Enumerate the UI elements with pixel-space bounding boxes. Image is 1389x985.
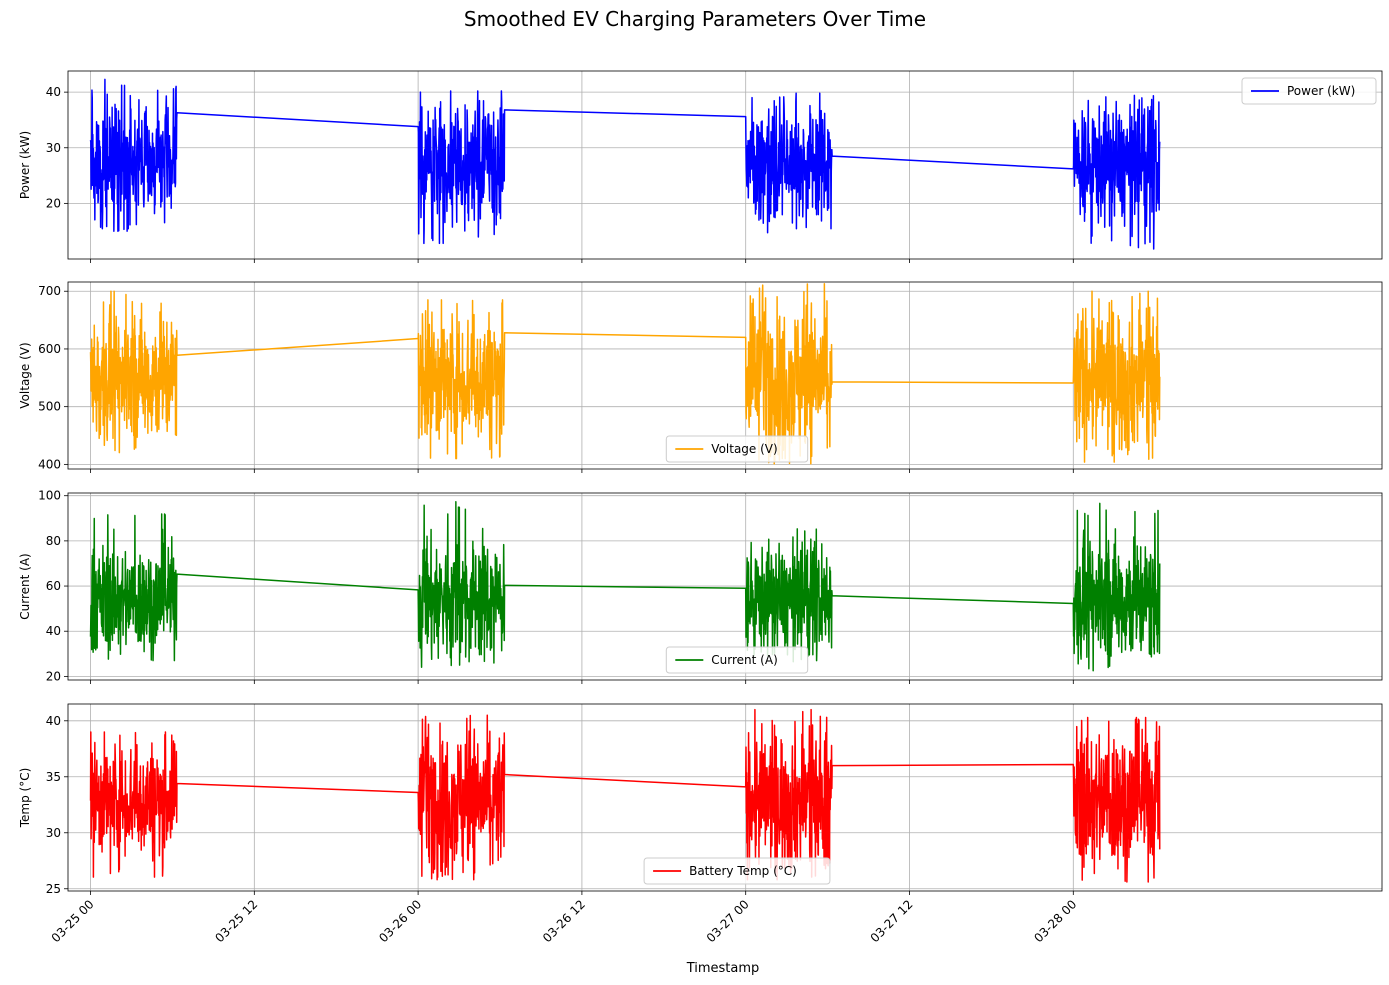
legend: Voltage (V) (665, 435, 809, 463)
legend-label: Battery Temp (°C) (689, 864, 797, 878)
axes-frame (67, 703, 1383, 892)
series-line (89, 78, 1161, 250)
x-tick-label-3: 03-26 12 (540, 897, 588, 945)
series-line (89, 282, 1161, 465)
legend: Power (kW) (1241, 77, 1377, 105)
panel-1: 20 30 40 Power (kW) Power (kW) (18, 70, 1383, 263)
legend: Battery Temp (°C) (643, 857, 831, 885)
panel-2: 400 500 600 700 Voltage (V) Voltage (V) (18, 281, 1383, 473)
y-tick-label-0: 20 (46, 669, 61, 683)
y-tick-label-4: 100 (38, 489, 61, 503)
x-tick-label-2: 03-26 00 (376, 897, 424, 945)
legend-label: Current (A) (711, 653, 777, 667)
y-tick-label-3: 80 (46, 534, 61, 548)
y-axis-label: Voltage (V) (18, 342, 32, 408)
legend-label: Voltage (V) (711, 442, 777, 456)
x-tick-label-1: 03-25 12 (212, 897, 260, 945)
y-tick-label-0: 20 (46, 196, 61, 210)
y-tick-label-3: 700 (38, 284, 61, 298)
panels: 20 30 40 Power (kW) Power (kW) 400 500 600 700 Vo… (18, 70, 1383, 945)
axes-frame (67, 281, 1383, 470)
y-tick-label-2: 40 (46, 85, 61, 99)
legend: Current (A) (665, 646, 809, 674)
legend-box (665, 646, 809, 674)
legend-box (665, 435, 809, 463)
axes-frame (67, 492, 1383, 681)
x-tick-label-6: 03-28 00 (1031, 897, 1079, 945)
y-tick-label-3: 40 (46, 714, 61, 728)
x-tick-label-4: 03-27 00 (704, 897, 752, 945)
y-tick-label-0: 25 (46, 882, 61, 896)
y-tick-label-1: 40 (46, 624, 61, 638)
series-line (89, 500, 1161, 672)
legend-box (1241, 77, 1377, 105)
y-axis-label: Temp (°C) (18, 768, 32, 829)
series-line (89, 708, 1161, 883)
y-tick-label-2: 35 (46, 770, 61, 784)
legend-box (643, 857, 831, 885)
y-axis-label: Current (A) (18, 553, 32, 619)
x-axis-label: Timestamp (686, 961, 760, 976)
figure-title: Smoothed EV Charging Parameters Over Tim… (464, 7, 926, 31)
y-tick-label-1: 500 (38, 400, 61, 414)
y-tick-label-1: 30 (46, 826, 61, 840)
panel-4: 25 30 35 40 Temp (°C) Battery Temp (°C) (18, 703, 1383, 896)
y-tick-label-1: 30 (46, 141, 61, 155)
panel-3: 20 40 60 80 100 Current (A) Current (A) (18, 489, 1383, 684)
y-tick-label-0: 400 (38, 457, 61, 471)
y-axis-label: Power (kW) (18, 131, 32, 199)
x-tick-labels: 03-25 00 03-25 12 03-26 00 03-26 12 03-27 00… (49, 897, 1080, 945)
x-tick-label-0: 03-25 00 (49, 897, 97, 945)
y-tick-label-2: 60 (46, 579, 61, 593)
y-tick-label-2: 600 (38, 342, 61, 356)
axes-frame (67, 70, 1383, 260)
x-tick-label-5: 03-27 12 (868, 897, 916, 945)
legend-label: Power (kW) (1287, 84, 1355, 98)
